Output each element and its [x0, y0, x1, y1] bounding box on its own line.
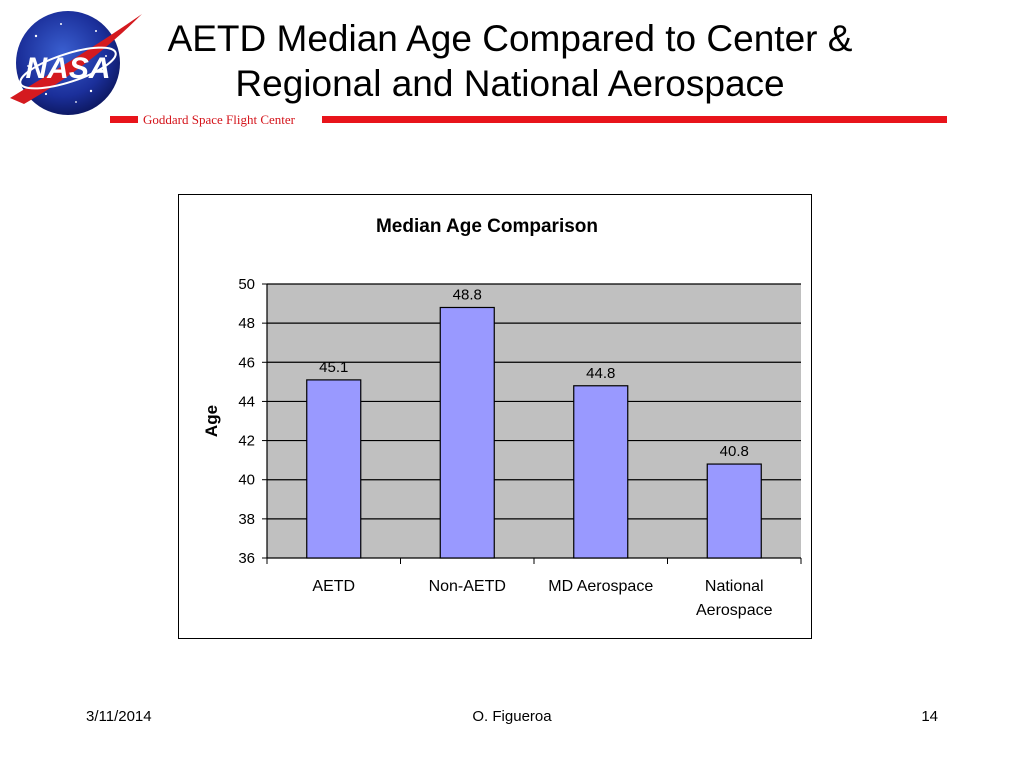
bar-value-label: 48.8: [453, 286, 482, 303]
y-tick-label: 44: [238, 393, 255, 410]
x-category-label: National: [705, 578, 764, 595]
center-name-label: Goddard Space Flight Center: [143, 112, 295, 127]
y-tick-label: 38: [238, 511, 255, 528]
footer-date: 3/11/2014: [86, 708, 152, 725]
nasa-logo-text: NASA: [25, 52, 110, 85]
footer-author: O. Figueroa: [472, 708, 552, 725]
bar-1: [306, 379, 362, 559]
chart-title: Median Age Comparison: [376, 216, 598, 237]
y-tick-label: 50: [238, 276, 255, 293]
bar-value-label: 45.1: [319, 359, 348, 376]
x-category-label: Aerospace: [696, 602, 773, 619]
y-axis-label: Age: [202, 405, 221, 437]
bar-3: [573, 385, 629, 559]
bar-value-label: 44.8: [586, 365, 615, 382]
slide-title-line-1: AETD Median Age Compared to Center &: [167, 18, 853, 59]
y-tick-label: 36: [238, 550, 255, 567]
median-age-bar-chart: Median Age Comparison 36 38 40 42 44 46 48 50 Age…: [202, 216, 802, 619]
y-tick-label: 40: [238, 472, 255, 489]
chart-frame: Median Age Comparison 36 38 40 42 44 46 48 50 Age…: [178, 194, 812, 639]
y-tick-label: 48: [238, 315, 255, 332]
footer-page-number: 14: [921, 708, 938, 725]
y-tick-label: 46: [238, 354, 255, 371]
slide-title: AETD Median Age Compared to Center & Reg…: [130, 16, 890, 106]
x-category-label: AETD: [312, 578, 355, 595]
bar-4: [706, 463, 762, 559]
header-rule-left: [110, 116, 138, 123]
slide-title-line-2: Regional and National Aerospace: [235, 63, 785, 104]
x-category-label: Non-AETD: [429, 578, 506, 595]
x-category-label: MD Aerospace: [548, 578, 653, 595]
nasa-logo: NASA: [10, 11, 142, 115]
bar-2: [439, 306, 495, 559]
bar-value-label: 40.8: [720, 443, 749, 460]
header-rule-right: [322, 116, 947, 123]
y-tick-label: 42: [238, 433, 255, 450]
